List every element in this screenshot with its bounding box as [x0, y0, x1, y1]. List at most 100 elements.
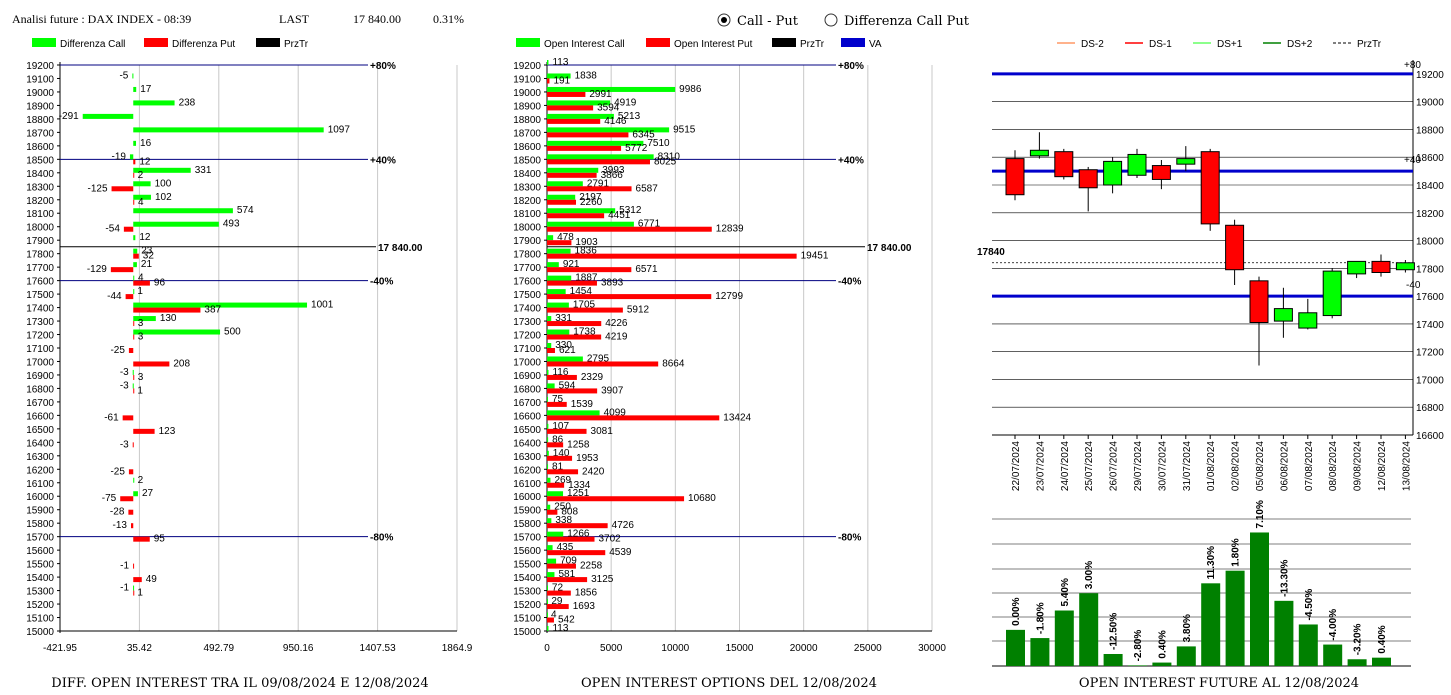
diff-bar-label-put-17400: 387 [204, 305, 221, 316]
diff-marker-label-2: -40% [370, 277, 393, 288]
radio-diff[interactable] [824, 13, 838, 27]
diff-bar-put-18400 [133, 172, 135, 178]
oi-ytick-23: 16900 [513, 371, 541, 382]
oi-bar-label-call-17900: 478 [557, 232, 574, 243]
oi-xtick-2: 10000 [661, 643, 689, 654]
candle-xtick-1: 23/07/2024 [1035, 441, 1046, 491]
diff-bar-label-call-19100: -5 [119, 70, 128, 81]
diff-bar-put-18300 [111, 186, 134, 192]
diff-marker-label-3: -80% [370, 533, 393, 544]
oi-bar-put-18400 [547, 172, 597, 178]
oi-ytick-12: 18000 [513, 223, 541, 234]
oi-bar-put-18000 [547, 226, 712, 232]
diff-bar-label-put-15400: 49 [146, 574, 158, 585]
diff-bar-put-17600 [133, 280, 150, 286]
oi-bar-put-16200 [547, 469, 579, 475]
candle-xtick-14: 09/08/2024 [1353, 441, 1364, 491]
oi-bar-put-16600 [547, 415, 720, 421]
oi-bar-label-put-19100: 191 [553, 75, 570, 86]
oi-bar-label-call-18100: 5312 [619, 205, 642, 216]
legend-oi-prztr-label: PrzTr [800, 39, 825, 50]
diff-bar-call-16000 [133, 491, 138, 497]
oi-bar-label-put-16600: 13424 [723, 412, 751, 423]
candle-body-11 [1273, 308, 1293, 322]
oi-bar-call-16500 [547, 423, 549, 429]
diff-bar-label-put-18500: 12 [139, 156, 151, 167]
diff-bar-call-17700 [133, 262, 137, 268]
oi-bar-label-put-16400: 1258 [567, 439, 590, 450]
candle-level-plus40-label: +40 [1404, 155, 1421, 166]
diff-bar-call-15300 [133, 585, 135, 591]
oi-bar-label-call-15300: 72 [552, 583, 564, 594]
oi-xtick-3: 15000 [726, 643, 754, 654]
candle-body-16 [1395, 262, 1415, 271]
candle-body-15 [1371, 260, 1391, 273]
oi-ytick-25: 16700 [513, 398, 541, 409]
diff-bar-label-call-17200: 500 [224, 327, 241, 338]
oi-marker-label-1: +40% [838, 155, 864, 166]
candle-body-3 [1078, 169, 1098, 189]
oi-bar-put-18800 [547, 118, 601, 124]
diff-ytick-39: 15300 [26, 587, 54, 598]
oifut-bar-label-4: -12.50% [1109, 613, 1120, 650]
oi-xtick-5: 25000 [854, 643, 882, 654]
oifut-bottom-title: OPEN INTEREST FUTURE AL 12/08/2024 [1079, 676, 1359, 691]
diff-bar-label-put-18400: 2 [138, 170, 144, 181]
diff-ytick-4: 18800 [26, 115, 54, 126]
diff-bar-put-16800 [133, 388, 135, 394]
oi-bar-label-call-15100: 4 [551, 610, 557, 621]
oi-bar-put-15500 [547, 563, 576, 569]
oi-ytick-7: 18500 [513, 155, 541, 166]
oi-bar-label-call-17000: 2795 [587, 353, 610, 364]
oi-bar-call-18500 [547, 154, 654, 160]
diff-xtick-5: 1864.9 [442, 643, 473, 654]
candle-body-8 [1200, 151, 1220, 225]
oi-bar-call-17300 [547, 316, 552, 322]
candle-body-14 [1347, 260, 1367, 275]
diff-ytick-12: 18000 [26, 223, 54, 234]
oifut-bar-2 [1054, 610, 1074, 666]
oi-bar-label-call-16100: 269 [554, 475, 571, 486]
oi-bar-label-put-17100: 621 [559, 345, 576, 356]
oi-bar-label-put-18600: 5772 [625, 143, 648, 154]
candle-xtick-6: 30/07/2024 [1157, 441, 1168, 491]
diff-bar-put-17800 [133, 253, 139, 259]
oi-ytick-8: 18400 [513, 169, 541, 180]
oi-xtick-0: 0 [544, 643, 550, 654]
diff-bar-label-call-18900: 238 [179, 97, 196, 108]
diff-bar-label-call-16100: 2 [138, 475, 144, 486]
oifut-bar-8 [1201, 583, 1221, 666]
oi-bar-label-call-15900: 250 [554, 502, 571, 513]
diff-xtick-2: 492.79 [204, 643, 235, 654]
diff-bar-call-19100 [132, 73, 134, 79]
diff-ytick-7: 18500 [26, 155, 54, 166]
diff-xtick-3: 950.16 [283, 643, 314, 654]
diff-ytick-25: 16700 [26, 398, 54, 409]
oi-bar-label-call-17300: 331 [555, 313, 572, 324]
diff-bar-put-17700 [110, 267, 134, 273]
oi-price-label: 17 840.00 [867, 243, 912, 254]
oi-bar-label-put-17700: 6571 [635, 264, 658, 275]
oi-ytick-18: 17400 [513, 304, 541, 315]
oi-ytick-1: 19100 [513, 74, 541, 85]
oi-bar-put-19100 [547, 78, 550, 84]
oi-bar-label-put-19000: 2991 [589, 89, 612, 100]
oi-bar-label-call-18000: 6771 [638, 219, 661, 230]
diff-bar-put-18500 [133, 159, 136, 165]
candle-xtick-10: 05/08/2024 [1255, 441, 1266, 491]
diff-bar-call-18400 [133, 167, 191, 173]
oi-bar-label-put-15700: 3702 [599, 534, 622, 545]
diff-bar-label-call-17500: 1 [137, 286, 143, 297]
diff-ytick-11: 18100 [26, 209, 54, 220]
oifut-bar-label-13: -4.00% [1328, 609, 1339, 641]
candle-body-1 [1029, 149, 1049, 157]
legend-diff-put-swatch [144, 38, 168, 47]
oifut-bar-label-3: 3.00% [1084, 561, 1095, 589]
candle-xtick-11: 06/08/2024 [1279, 441, 1290, 491]
oi-bar-put-17900 [547, 240, 572, 246]
diff-ytick-37: 15500 [26, 560, 54, 571]
oi-bar-call-16000 [547, 491, 564, 497]
oi-bar-put-15200 [547, 604, 569, 610]
diff-ytick-20: 17200 [26, 331, 54, 342]
